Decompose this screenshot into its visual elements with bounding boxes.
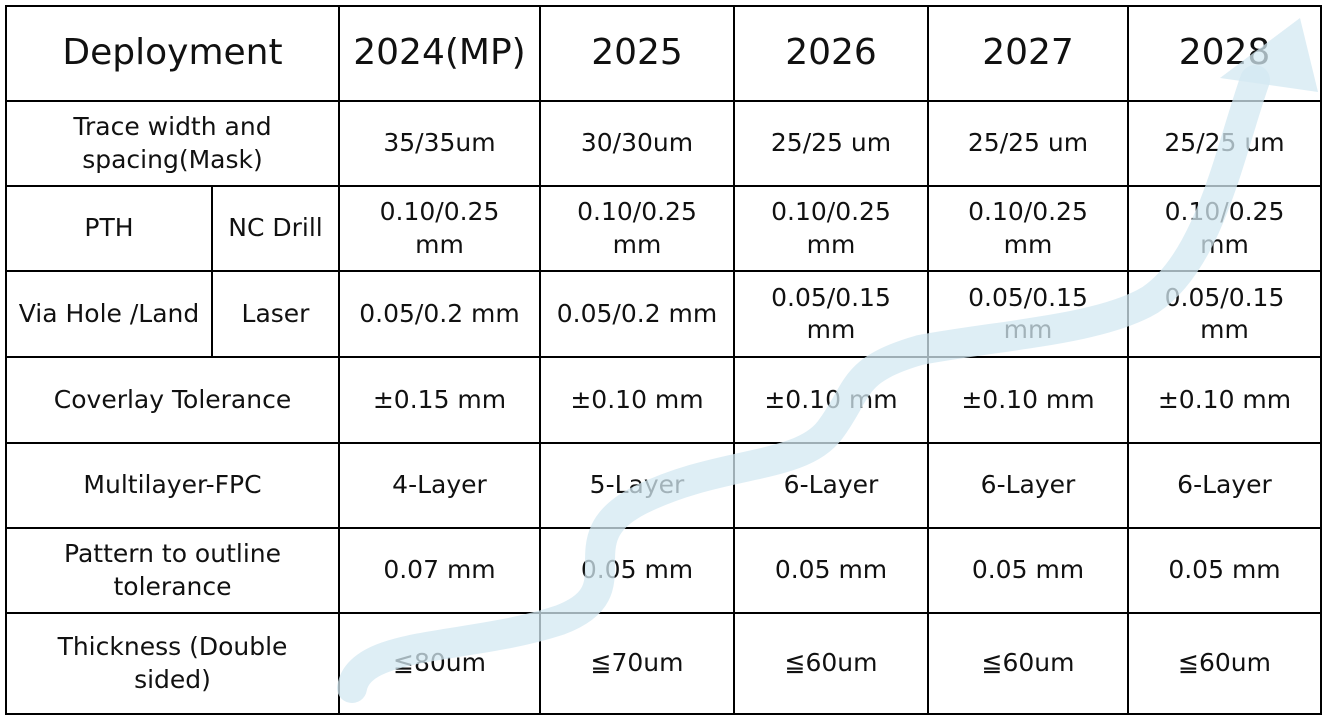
row-sublabel: NC Drill [211, 185, 340, 272]
arrow-body [337, 65, 1270, 703]
value-cell: 25/25 um [733, 100, 929, 187]
value-cell: ±0.10 mm [539, 356, 735, 444]
header-cell: 2025 [539, 5, 735, 102]
value-cell: 0.10/0.25 mm [733, 185, 929, 272]
arrow-head [1220, 18, 1318, 92]
value-cell: ≦60um [1127, 612, 1322, 715]
row-label: Thickness (Double sided) [5, 612, 340, 715]
